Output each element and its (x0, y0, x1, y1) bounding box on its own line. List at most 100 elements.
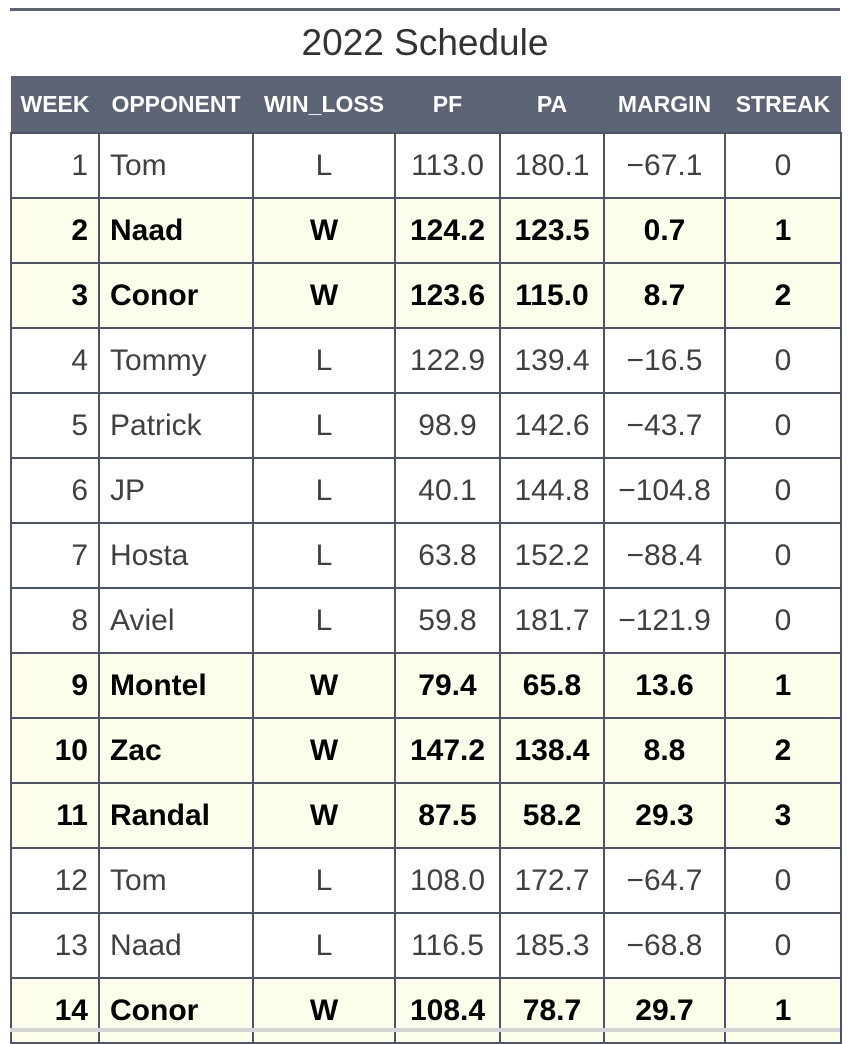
column-header-streak: STREAK (725, 76, 841, 133)
margin-cell: −104.8 (603, 457, 726, 524)
margin-cell: −67.1 (603, 132, 726, 199)
week-cell: 7 (10, 522, 100, 589)
win-loss-cell: L (252, 457, 396, 524)
week-cell: 8 (10, 587, 100, 654)
table-row: 11 Randal W 87.5 58.2 29.3 3 (10, 782, 842, 849)
week-cell: 2 (10, 197, 100, 264)
opponent-cell: Randal (98, 782, 254, 849)
pa-cell: 58.2 (499, 782, 605, 849)
win-loss-cell: W (252, 262, 396, 329)
opponent-cell: JP (98, 457, 254, 524)
pf-cell: 147.2 (394, 717, 501, 784)
pf-cell: 87.5 (394, 782, 501, 849)
week-cell: 9 (10, 652, 100, 719)
pa-cell: 152.2 (499, 522, 605, 589)
week-cell: 5 (10, 392, 100, 459)
margin-cell: 29.3 (603, 782, 726, 849)
margin-cell: −68.8 (603, 912, 726, 979)
week-cell: 12 (10, 847, 100, 914)
win-loss-cell: W (252, 782, 396, 849)
pa-cell: 181.7 (499, 587, 605, 654)
streak-cell: 1 (724, 197, 842, 264)
win-loss-cell: L (252, 327, 396, 394)
opponent-cell: Montel (98, 652, 254, 719)
margin-cell: 8.7 (603, 262, 726, 329)
pf-cell: 108.0 (394, 847, 501, 914)
streak-cell: 3 (724, 782, 842, 849)
win-loss-cell: L (252, 912, 396, 979)
header-row: WEEK OPPONENT WIN_LOSS PF PA MARGIN STRE… (11, 76, 841, 133)
table-title: 2022 Schedule (301, 22, 549, 63)
column-header-week: WEEK (11, 76, 99, 133)
table-row: 4 Tommy L 122.9 139.4 −16.5 0 (10, 327, 842, 394)
table-row: 6 JP L 40.1 144.8 −104.8 0 (10, 457, 842, 524)
streak-cell: 0 (724, 457, 842, 524)
streak-cell: 0 (724, 327, 842, 394)
streak-cell: 1 (724, 977, 842, 1044)
pf-cell: 123.6 (394, 262, 501, 329)
margin-cell: −64.7 (603, 847, 726, 914)
column-header-pa: PA (500, 76, 604, 133)
week-cell: 13 (10, 912, 100, 979)
win-loss-cell: L (252, 392, 396, 459)
streak-cell: 1 (724, 652, 842, 719)
table-row: 2 Naad W 124.2 123.5 0.7 1 (10, 197, 842, 264)
schedule-table: WEEK OPPONENT WIN_LOSS PF PA MARGIN STRE… (10, 76, 842, 1044)
top-divider (10, 8, 840, 11)
pf-cell: 124.2 (394, 197, 501, 264)
table-row: 13 Naad L 116.5 185.3 −68.8 0 (10, 912, 842, 979)
streak-cell: 2 (724, 262, 842, 329)
streak-cell: 0 (724, 132, 842, 199)
win-loss-cell: W (252, 717, 396, 784)
opponent-cell: Tommy (98, 327, 254, 394)
pa-cell: 65.8 (499, 652, 605, 719)
week-cell: 1 (10, 132, 100, 199)
pa-cell: 123.5 (499, 197, 605, 264)
bottom-divider (10, 1028, 840, 1032)
pf-cell: 79.4 (394, 652, 501, 719)
table-row: 3 Conor W 123.6 115.0 8.7 2 (10, 262, 842, 329)
table-row: 10 Zac W 147.2 138.4 8.8 2 (10, 717, 842, 784)
opponent-cell: Conor (98, 977, 254, 1044)
table-row: 5 Patrick L 98.9 142.6 −43.7 0 (10, 392, 842, 459)
column-header-pf: PF (395, 76, 500, 133)
pa-cell: 139.4 (499, 327, 605, 394)
margin-cell: 13.6 (603, 652, 726, 719)
pf-cell: 122.9 (394, 327, 501, 394)
week-cell: 4 (10, 327, 100, 394)
margin-cell: −121.9 (603, 587, 726, 654)
streak-cell: 0 (724, 392, 842, 459)
table-row: 8 Aviel L 59.8 181.7 −121.9 0 (10, 587, 842, 654)
pf-cell: 116.5 (394, 912, 501, 979)
week-cell: 14 (10, 977, 100, 1044)
streak-cell: 2 (724, 717, 842, 784)
win-loss-cell: L (252, 522, 396, 589)
pf-cell: 108.4 (394, 977, 501, 1044)
win-loss-cell: W (252, 652, 396, 719)
pf-cell: 59.8 (394, 587, 501, 654)
pa-cell: 180.1 (499, 132, 605, 199)
win-loss-cell: L (252, 847, 396, 914)
pf-cell: 40.1 (394, 457, 501, 524)
margin-cell: 0.7 (603, 197, 726, 264)
table-row: 14 Conor W 108.4 78.7 29.7 1 (10, 977, 842, 1044)
streak-cell: 0 (724, 587, 842, 654)
week-cell: 10 (10, 717, 100, 784)
pa-cell: 142.6 (499, 392, 605, 459)
pa-cell: 115.0 (499, 262, 605, 329)
streak-cell: 0 (724, 847, 842, 914)
win-loss-cell: W (252, 197, 396, 264)
margin-cell: −16.5 (603, 327, 726, 394)
opponent-cell: Tom (98, 847, 254, 914)
margin-cell: −88.4 (603, 522, 726, 589)
opponent-cell: Zac (98, 717, 254, 784)
pa-cell: 172.7 (499, 847, 605, 914)
streak-cell: 0 (724, 522, 842, 589)
opponent-cell: Naad (98, 912, 254, 979)
streak-cell: 0 (724, 912, 842, 979)
column-header-opponent: OPPONENT (99, 76, 253, 133)
table-row: 7 Hosta L 63.8 152.2 −88.4 0 (10, 522, 842, 589)
pa-cell: 138.4 (499, 717, 605, 784)
column-header-win-loss: WIN_LOSS (253, 76, 395, 133)
pf-cell: 113.0 (394, 132, 501, 199)
